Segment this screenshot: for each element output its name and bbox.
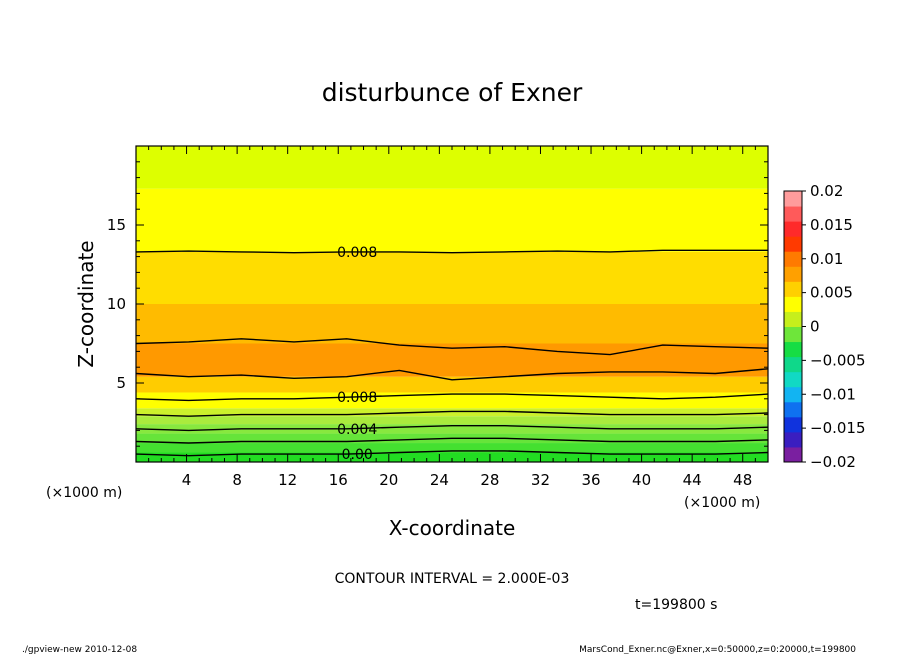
- x-tick-label-10: 44: [683, 471, 702, 489]
- x-axis-label: X-coordinate: [389, 516, 516, 540]
- fill-band-7: [136, 376, 768, 393]
- x-tick-label-11: 48: [733, 471, 752, 489]
- colorbar-swatch-6: [784, 356, 802, 373]
- colorbar-tick-label-7: −0.015: [810, 419, 866, 437]
- fill-band-1: [136, 443, 768, 453]
- colorbar-swatch-13: [784, 251, 802, 267]
- colorbar-swatch-17: [784, 191, 802, 207]
- colorbar-tick-label-4: 0: [810, 318, 820, 336]
- fill-band-9: [136, 304, 768, 344]
- colorbar-swatch-11: [784, 281, 802, 297]
- colorbar-tick-label-6: −0.01: [810, 385, 856, 403]
- colorbar-swatch-16: [784, 206, 802, 222]
- colorbar-swatch-2: [784, 416, 802, 433]
- colorbar-swatch-8: [784, 326, 802, 343]
- x-tick-label-4: 20: [379, 471, 398, 489]
- fill-band-3: [136, 424, 768, 434]
- x-tick-label-9: 40: [632, 471, 651, 489]
- x-tick-label-6: 28: [480, 471, 499, 489]
- fill-band-6: [136, 392, 768, 409]
- colorbar-ticks: 0.02 0.015 0.01 0.005 0 −0.005 −0.01 −0.015 −0.0…: [802, 182, 866, 471]
- colorbar-swatch-15: [784, 221, 802, 237]
- colorbar: [784, 191, 802, 463]
- x-tick-label-2: 12: [278, 471, 297, 489]
- contour-line-4: [135, 410, 769, 417]
- contour-label-3: 0.008: [337, 390, 377, 406]
- contour-lines: [135, 249, 769, 457]
- colorbar-swatch-5: [784, 371, 802, 388]
- x-tick-label-3: 16: [329, 471, 348, 489]
- y-axis-ticks: 5 10 15: [107, 161, 768, 447]
- fill-band-4: [136, 416, 768, 425]
- footer-left: ./gpview-new 2010-12-08: [22, 645, 137, 654]
- colorbar-swatch-3: [784, 401, 802, 418]
- fill-band-12: [136, 146, 768, 189]
- x-tick-label-8: 36: [581, 471, 600, 489]
- contour-line-7: [135, 450, 769, 457]
- contour-interval-text: CONTOUR INTERVAL = 2.000E-03: [335, 571, 570, 587]
- contour-label-5: 0.004: [337, 422, 377, 438]
- time-text: t=199800 s: [635, 597, 717, 613]
- fill-band-10: [136, 251, 768, 304]
- contour-line-3: [135, 393, 769, 402]
- y-tick-label-0: 5: [116, 374, 126, 392]
- colorbar-tick-label-1: 0.015: [810, 216, 853, 234]
- y-axis-label: Z-coordinate: [74, 240, 98, 367]
- contour-line-0: [135, 249, 768, 254]
- fill-band-11: [136, 188, 768, 252]
- fill-band-8: [136, 343, 768, 377]
- colorbar-swatch-14: [784, 236, 802, 252]
- colorbar-tick-label-2: 0.01: [810, 250, 843, 268]
- contour-label-0: 0.008: [337, 245, 377, 261]
- colorbar-swatch-0: [784, 446, 802, 463]
- colorbar-swatch-1: [784, 431, 802, 448]
- colorbar-swatch-9: [784, 311, 802, 327]
- colorbar-swatch-12: [784, 266, 802, 282]
- x-tick-label-1: 8: [232, 471, 242, 489]
- colorbar-tick-label-0: 0.02: [810, 182, 843, 200]
- y-tick-label-1: 10: [107, 295, 126, 313]
- contour-line-2: [135, 368, 769, 381]
- x-tick-label-5: 24: [430, 471, 449, 489]
- colorbar-swatch-10: [784, 296, 802, 312]
- contour-fill-bands: [136, 146, 768, 462]
- contour-line-1: [135, 338, 769, 356]
- fill-band-5: [136, 408, 768, 417]
- y-unit-label: (×1000 m): [684, 495, 760, 511]
- x-tick-label-0: 4: [182, 471, 192, 489]
- colorbar-swatch-4: [784, 386, 802, 403]
- fill-band-0: [136, 452, 768, 462]
- colorbar-tick-label-8: −0.02: [810, 453, 856, 471]
- contour-line-6: [135, 437, 769, 444]
- x-unit-label: (×1000 m): [46, 485, 122, 501]
- footer-right: MarsCond_Exner.nc@Exner,x=0:50000,z=0:20…: [579, 645, 856, 654]
- colorbar-swatch-7: [784, 341, 802, 358]
- x-axis-ticks: 4 8 12 16 20 24 28 32 36 40 44 48: [148, 146, 756, 489]
- colorbar-tick-label-3: 0.005: [810, 284, 853, 302]
- colorbar-tick-label-5: −0.005: [810, 351, 866, 369]
- contour-labels: 0.008 0.008 0.004 0.00: [337, 245, 377, 463]
- contour-line-5: [135, 425, 769, 432]
- x-tick-label-7: 32: [531, 471, 550, 489]
- contour-label-7: 0.00: [342, 447, 373, 463]
- y-tick-label-2: 15: [107, 216, 126, 234]
- chart-title: disturbunce of Exner: [322, 78, 583, 107]
